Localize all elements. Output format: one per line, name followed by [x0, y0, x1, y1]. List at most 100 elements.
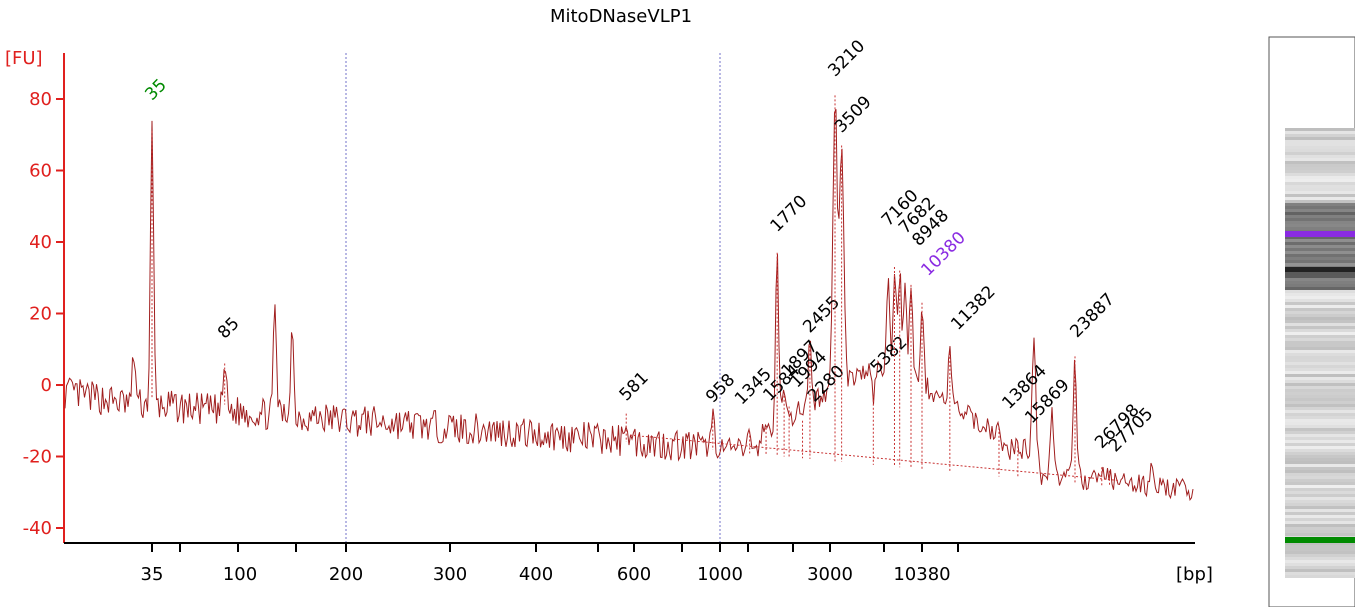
x-tick-label: 300	[433, 564, 467, 585]
gel-lower-marker-band	[1285, 537, 1355, 543]
gel-band	[1285, 248, 1355, 251]
gel-band	[1285, 254, 1355, 257]
gel-band	[1285, 131, 1355, 134]
gel-band	[1285, 518, 1355, 521]
gel-band	[1285, 560, 1355, 563]
gel-band	[1285, 170, 1355, 173]
gel-band	[1285, 152, 1355, 155]
gel-band	[1285, 380, 1355, 383]
gel-band	[1285, 530, 1355, 533]
gel-band	[1285, 257, 1355, 260]
gel-band	[1285, 221, 1355, 224]
gel-band	[1285, 506, 1355, 509]
peak-label: 23887	[1066, 290, 1118, 342]
gel-band	[1285, 347, 1355, 350]
gel-band	[1285, 278, 1355, 281]
gel-band	[1285, 512, 1355, 515]
gel-band	[1285, 197, 1355, 200]
gel-band	[1285, 128, 1355, 131]
gel-band	[1285, 443, 1355, 446]
y-tick-label: 40	[29, 232, 52, 253]
gel-band	[1285, 326, 1355, 329]
gel-band	[1285, 437, 1355, 440]
gel-band	[1285, 563, 1355, 566]
gel-band	[1285, 425, 1355, 428]
peak-label: 85	[214, 314, 243, 343]
electropherogram-trace	[64, 108, 1194, 502]
gel-band	[1285, 524, 1355, 527]
gel-band	[1285, 482, 1355, 485]
gel-band	[1285, 236, 1355, 239]
gel-band	[1285, 473, 1355, 476]
y-tick-label: -20	[23, 447, 52, 468]
gel-band	[1285, 305, 1355, 308]
gel-band	[1285, 191, 1355, 194]
gel-band	[1285, 134, 1355, 137]
peak-label: 1770	[767, 192, 812, 237]
gel-band	[1285, 227, 1355, 230]
gel-band	[1285, 302, 1355, 305]
gel-band	[1285, 440, 1355, 443]
gel-band	[1285, 293, 1355, 296]
x-tick-label: 35	[141, 564, 164, 585]
y-tick-label: 0	[41, 375, 52, 396]
gel-band	[1285, 422, 1355, 425]
chart-title: MitoDNaseVLP1	[550, 6, 692, 27]
gel-band	[1285, 491, 1355, 494]
y-tick-label: 20	[29, 304, 52, 325]
trace-layer	[64, 108, 1194, 502]
gel-band	[1285, 458, 1355, 461]
gel-band	[1285, 545, 1355, 548]
gel-band	[1285, 392, 1355, 395]
gel-band	[1285, 497, 1355, 500]
gel-band	[1285, 467, 1355, 470]
gel-band	[1285, 548, 1355, 551]
x-tick-label: 10380	[893, 564, 950, 585]
gel-band	[1285, 488, 1355, 491]
gel-band	[1285, 137, 1355, 140]
gel-band	[1285, 521, 1355, 524]
gel-band	[1285, 410, 1355, 413]
y-tick-label: 60	[29, 161, 52, 182]
gel-band	[1285, 572, 1355, 575]
gel-band	[1285, 509, 1355, 512]
gel-band	[1285, 404, 1355, 407]
x-tick-label: 3000	[807, 564, 853, 585]
gel-band	[1285, 542, 1355, 545]
gel-band-dark	[1285, 267, 1355, 272]
integration-baseline	[629, 434, 1119, 481]
gel-band	[1285, 200, 1355, 203]
peak-label: 35	[141, 75, 170, 104]
gel-band	[1285, 395, 1355, 398]
gel-band	[1285, 182, 1355, 185]
gel-band	[1285, 476, 1355, 479]
gel-lane	[1268, 36, 1355, 607]
gel-band	[1285, 323, 1355, 326]
gel-band	[1285, 332, 1355, 335]
gel-band	[1285, 212, 1355, 215]
gel-band	[1285, 158, 1355, 161]
gel-band	[1285, 503, 1355, 506]
y-tick-label: 80	[29, 89, 52, 110]
gel-band	[1285, 533, 1355, 536]
gel-band	[1285, 275, 1355, 278]
gel-band	[1285, 461, 1355, 464]
gel-band	[1285, 329, 1355, 332]
gel-band	[1285, 527, 1355, 530]
gel-band	[1285, 398, 1355, 401]
gel-band	[1285, 281, 1355, 284]
x-tick-label: 100	[223, 564, 257, 585]
gel-band	[1285, 359, 1355, 362]
gel-band	[1285, 515, 1355, 518]
x-axis-unit-label: [bp]	[1176, 564, 1213, 585]
gel-band	[1285, 335, 1355, 338]
gel-band	[1285, 299, 1355, 302]
gel-band	[1285, 203, 1355, 206]
gel-band	[1285, 407, 1355, 410]
peak-label: 11382	[947, 282, 999, 334]
gel-band	[1285, 431, 1355, 434]
gel-band	[1285, 311, 1355, 314]
peak-label: 3210	[824, 36, 869, 81]
